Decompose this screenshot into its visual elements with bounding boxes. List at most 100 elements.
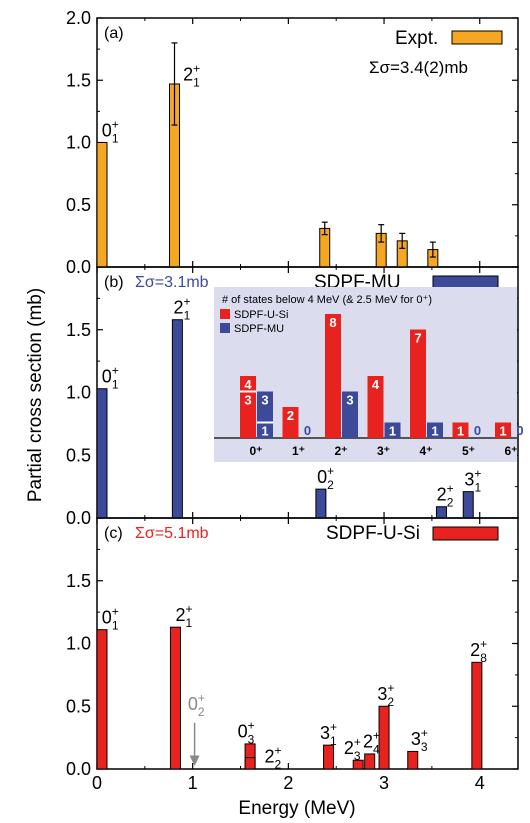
bar <box>323 744 335 770</box>
x-tick-label: 4 <box>475 773 485 793</box>
legend-swatch <box>432 526 499 541</box>
bar <box>378 705 390 770</box>
inset-bar-label: 1 <box>457 424 464 439</box>
inset-bar <box>325 314 341 438</box>
inset-legend-swatch <box>220 323 230 333</box>
legend-label: SDPF-U-Si <box>326 523 420 544</box>
bar <box>407 750 419 770</box>
inset-bar <box>257 391 273 438</box>
plot-frame <box>96 17 519 268</box>
y-tick-label: 1.5 <box>66 320 91 340</box>
y-tick-label: 0.0 <box>66 257 91 277</box>
inset-bar-label: 2 <box>287 408 294 423</box>
inset-bar <box>282 407 299 438</box>
y-tick-label: 0.0 <box>66 759 91 779</box>
plot-frame <box>96 517 519 770</box>
level-label: 0+ 1 <box>102 363 119 391</box>
inset-bar-label: 0 <box>474 423 481 438</box>
inset-legend-label: SDPF-MU <box>234 323 284 335</box>
level-label: 2+ 4 <box>363 729 380 757</box>
level-label: 3+ 1 <box>464 466 481 494</box>
bar <box>352 759 364 770</box>
inset-bar-label: 1 <box>389 424 396 439</box>
inset-bar-label: 8 <box>329 315 336 330</box>
inset-bar-label: 0 <box>304 423 311 438</box>
level-label: 0+ 1 <box>102 604 119 632</box>
inset-category-label: 3⁺ <box>377 444 390 458</box>
inset-bar-label: 3 <box>261 393 268 408</box>
inset-bar-label: 4 <box>372 377 380 392</box>
inset-title: # of states below 4 MeV (& 2.5 MeV for 0… <box>222 294 432 306</box>
bar <box>462 491 474 519</box>
x-tick-label: 3 <box>379 773 389 793</box>
bar <box>171 319 183 519</box>
y-tick-label: 1.0 <box>66 133 91 153</box>
panel-a: 0.0 0.5 1.0 1.5 2.0 0+ 1 2+ 1 (a) Expt. Σσ=3.4(2)mb <box>66 8 519 277</box>
inset-bar-label: 0 <box>516 423 523 438</box>
y-tick-label: 1.0 <box>66 634 91 654</box>
y-tick-label: 1.0 <box>66 383 91 403</box>
legend-label: Expt. <box>395 28 438 49</box>
y-axis-label: Partial cross section (mb) <box>25 288 46 502</box>
level-label: 0+ 2 <box>188 691 205 719</box>
y-tick-label: 0.5 <box>66 696 91 716</box>
level-label: 2+ 3 <box>344 735 361 763</box>
inset-bar-label: 1 <box>499 424 506 439</box>
inset-legend-label: SDPF-U-Si <box>234 309 288 321</box>
bar <box>471 661 483 770</box>
y-tick-label: 2.0 <box>66 8 91 28</box>
y-tick-label: 0.0 <box>66 508 91 528</box>
x-axis-label: Energy (MeV) <box>238 798 355 819</box>
bar <box>244 757 256 770</box>
x-tick-label: 1 <box>188 773 198 793</box>
y-tick-label: 0.5 <box>66 445 91 465</box>
bar <box>96 388 108 519</box>
bar <box>315 488 327 519</box>
inset-bar <box>367 376 384 438</box>
sum-label: Σσ=3.4(2)mb <box>369 58 468 77</box>
inset-bar-label: 3 <box>346 393 353 408</box>
panel-label: (c) <box>104 525 123 542</box>
inset: # of states below 4 MeV (& 2.5 MeV for 0… <box>214 287 524 462</box>
x-tick-label: 0 <box>92 773 102 793</box>
sum-label: Σσ=5.1mb <box>135 525 209 542</box>
level-label: 2+ 1 <box>183 61 200 89</box>
inset-bar <box>452 422 469 438</box>
inset-legend-swatch <box>220 309 230 319</box>
inset-category-label: 4⁺ <box>419 444 432 458</box>
y-tick-label: 1.5 <box>66 571 91 591</box>
bar <box>364 753 376 770</box>
legend-swatch <box>451 30 503 45</box>
level-label: 0+ 2 <box>317 464 334 492</box>
sum-label: Σσ=3.1mb <box>135 274 209 291</box>
inset-category-label: 5⁺ <box>462 444 475 458</box>
y-tick-label: 1.5 <box>66 70 91 90</box>
panel-b: 0.0 0.5 1.0 1.5 0+ 1 2+ 1 0+ 2 2+ 2 3+ 1 (b) SDPF-MU Σσ=… <box>66 266 524 528</box>
inset-category-label: 1⁺ <box>292 444 305 458</box>
level-label: 3+ 1 <box>320 720 337 748</box>
inset-bar-label: 7 <box>414 331 421 346</box>
inset-bar-label: 1 <box>431 424 438 439</box>
level-label: 0+ 1 <box>102 117 119 145</box>
x-tick-label: 2 <box>283 773 293 793</box>
inset-bar <box>342 391 358 438</box>
inset-bar <box>495 422 511 438</box>
level-label: 2+ 1 <box>174 294 191 322</box>
level-label: 2+ 2 <box>437 481 454 509</box>
bar <box>169 626 181 770</box>
inset-category-label: 2⁺ <box>334 444 347 458</box>
inset-bar <box>384 422 401 438</box>
inset-category-label: 0⁺ <box>249 444 262 458</box>
inset-bar <box>427 422 443 438</box>
bar <box>435 506 447 519</box>
y-tick-label: 0.5 <box>66 195 91 215</box>
level-label: 0+ 3 <box>238 719 255 747</box>
level-label: 2+ 2 <box>264 744 281 772</box>
marker-arrowhead <box>189 755 200 766</box>
bar <box>96 142 108 268</box>
level-label: 3+ 2 <box>377 681 394 709</box>
inset-bar-label: 1 <box>261 424 268 439</box>
panel-label: (b) <box>104 274 124 291</box>
level-label: 2+ 8 <box>470 637 487 665</box>
